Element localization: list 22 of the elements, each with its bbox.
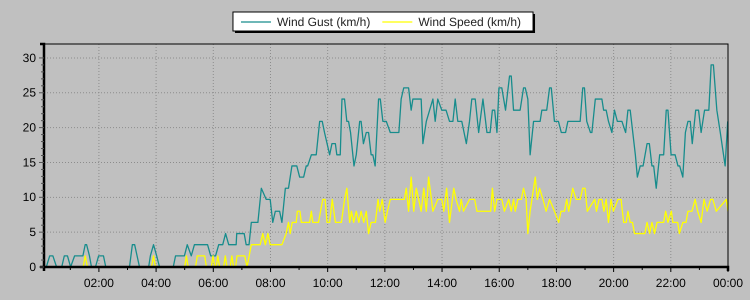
x-tick-label: 14:00 [427,276,458,290]
x-tick-label: 20:00 [598,276,629,290]
x-tick-label: 00:00 [712,276,744,290]
y-tick-label: 10 [22,190,36,204]
legend-label: Wind Speed (km/h) [418,15,522,29]
x-tick-label: 06:00 [198,276,229,290]
x-tick-label: 10:00 [312,276,344,290]
x-tick-label: 16:00 [484,276,515,290]
y-tick-label: 20 [22,120,36,134]
x-tick-label: 02:00 [84,276,114,290]
x-tick-label: 08:00 [255,276,286,290]
y-tick-label: 5 [29,224,36,239]
x-tick-label: 18:00 [541,276,572,290]
y-tick-label: 15 [22,155,36,170]
y-tick-label: 30 [22,50,36,65]
x-tick-label: 22:00 [656,276,686,290]
y-tick-label: 0 [29,260,36,274]
x-tick-label: 12:00 [370,276,400,290]
x-tick-label: 04:00 [141,276,172,290]
legend-label: Wind Gust (km/h) [276,15,370,29]
line-series [46,64,728,268]
y-tick-label: 25 [22,86,36,100]
